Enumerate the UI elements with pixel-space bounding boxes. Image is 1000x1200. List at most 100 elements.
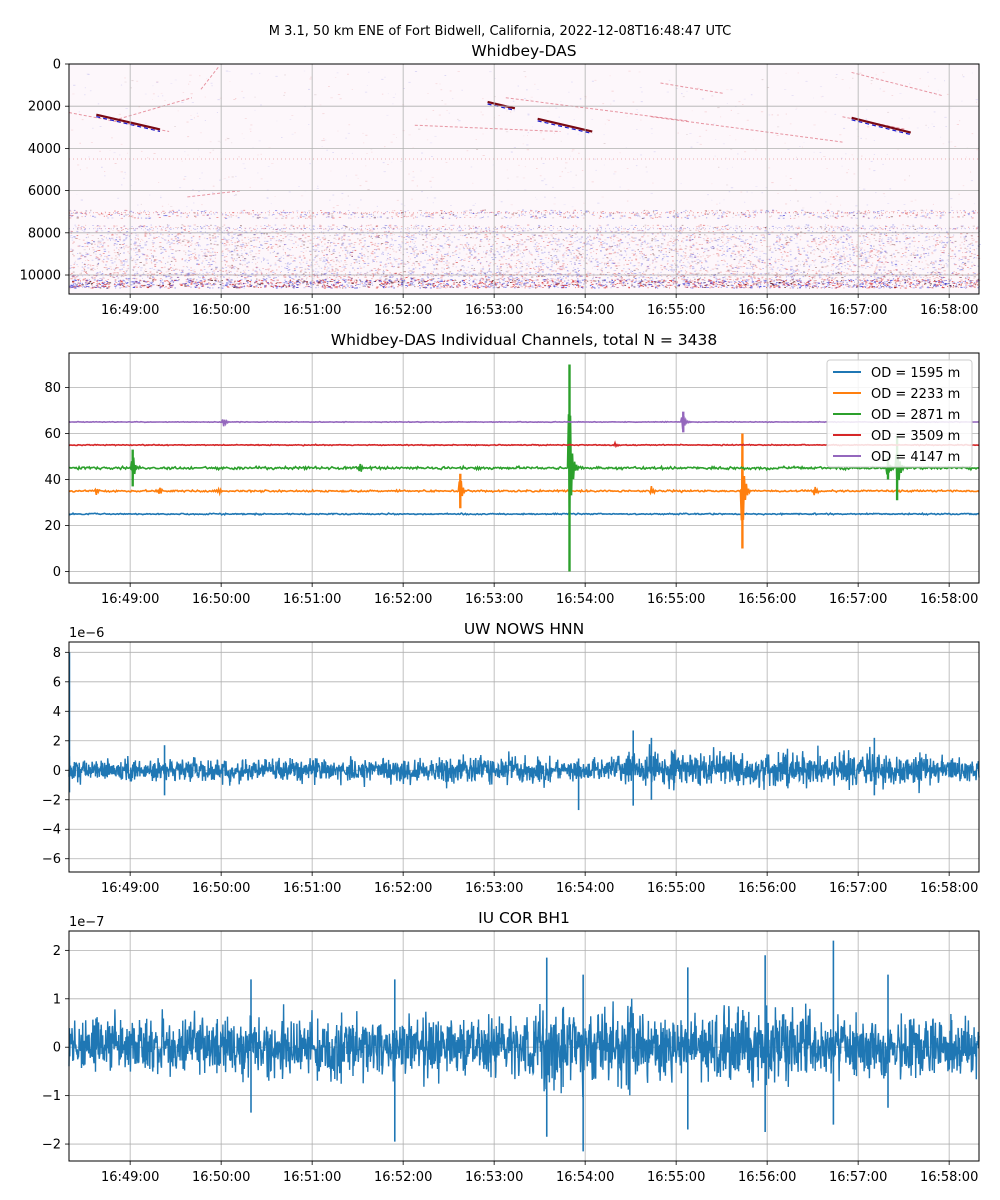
das-speckle: [167, 239, 169, 241]
das-speckle: [495, 214, 497, 215]
das-speckle: [879, 227, 882, 228]
das-speckle: [795, 212, 797, 214]
das-speckle: [938, 264, 940, 265]
das-speckle: [535, 271, 537, 273]
das-speckle: [691, 234, 694, 236]
das-speckle: [703, 224, 705, 226]
das-speckle: [366, 246, 369, 247]
das-speckle: [893, 244, 896, 246]
das-speckle: [739, 235, 741, 237]
das-speckle: [597, 234, 599, 236]
das-speckle: [714, 233, 716, 235]
das-speckle: [571, 263, 572, 265]
das-speckle: [882, 263, 885, 265]
das-speckle: [638, 214, 640, 216]
das-speckle: [651, 262, 654, 264]
das-speckle: [509, 245, 511, 247]
das-speckle: [400, 231, 402, 232]
das-speckle: [469, 227, 471, 228]
das-speckle: [107, 258, 110, 260]
das-speckle: [196, 259, 199, 261]
das-speckle: [623, 257, 626, 258]
das-speckle: [560, 214, 562, 216]
das-speckle: [256, 267, 258, 269]
das-speckle: [606, 257, 609, 259]
das-speckle: [367, 233, 369, 234]
das-speckle: [868, 257, 870, 259]
das-speckle: [386, 237, 388, 239]
das-speckle: [796, 246, 800, 248]
das-speckle: [485, 230, 487, 232]
das-speckle: [372, 260, 375, 262]
das-speckle: [745, 272, 748, 274]
das-speckle: [132, 211, 134, 213]
das-speckle: [151, 255, 153, 256]
das-speckle: [337, 243, 340, 244]
das-speckle: [645, 270, 647, 272]
das-speckle: [511, 253, 513, 255]
das-speckle: [230, 214, 232, 216]
das-speckle: [669, 212, 671, 214]
das-speckle: [691, 257, 694, 259]
das-speckle: [101, 238, 103, 239]
das-speckle: [237, 234, 240, 236]
das-speckle: [884, 250, 887, 252]
das-speckle: [499, 271, 502, 273]
das-speckle: [551, 261, 554, 263]
das-speckle: [905, 271, 907, 272]
das-speckle: [286, 265, 289, 267]
das-speckle: [939, 268, 941, 270]
das-speckle: [568, 249, 570, 251]
das-speckle: [930, 262, 932, 264]
das-speckle: [139, 213, 141, 215]
das-speckle: [119, 244, 122, 245]
das-speckle: [694, 256, 697, 258]
das-speckle: [694, 273, 696, 275]
das-speckle: [940, 264, 943, 266]
das-speckle: [835, 252, 837, 253]
das-speckle: [207, 226, 210, 227]
das-speckle: [907, 268, 909, 269]
das-speckle: [581, 246, 585, 248]
das-speckle: [783, 215, 785, 216]
das-speckle: [819, 241, 822, 242]
das-speckle: [225, 214, 227, 216]
das-speckle: [275, 244, 277, 246]
das-speckle: [680, 212, 683, 214]
das-speckle: [731, 271, 735, 272]
das-speckle: [221, 242, 223, 244]
das-speckle: [630, 272, 632, 274]
das-speckle: [76, 217, 79, 219]
das-speckle: [732, 213, 735, 215]
das-speckle: [743, 213, 746, 215]
das-speckle: [687, 257, 690, 258]
das-speckle: [341, 237, 343, 239]
das-speckle: [648, 268, 651, 270]
das-speckle: [885, 251, 887, 253]
das-speckle: [419, 234, 421, 235]
das-speckle: [691, 272, 694, 274]
das-speckle: [277, 259, 280, 261]
das-speckle: [123, 273, 127, 275]
das-speckle: [632, 265, 635, 267]
das-speckle: [652, 224, 654, 226]
das-speckle: [249, 237, 252, 239]
das-speckle: [409, 258, 411, 260]
das-speckle: [488, 230, 491, 232]
das-speckle: [237, 235, 240, 237]
das-speckle: [608, 252, 611, 254]
das-speckle: [258, 213, 261, 215]
das-speckle: [457, 270, 459, 272]
das-speckle: [256, 217, 259, 219]
das-speckle: [895, 238, 898, 240]
das-speckle: [883, 269, 886, 271]
das-speckle: [84, 256, 87, 258]
das-speckle: [745, 257, 747, 259]
das-speckle: [395, 272, 397, 274]
das-speckle: [931, 236, 934, 237]
das-speckle: [752, 233, 754, 235]
das-speckle: [914, 257, 916, 258]
das-speckle: [519, 242, 521, 244]
das-speckle: [936, 237, 939, 239]
das-speckle: [732, 234, 735, 236]
